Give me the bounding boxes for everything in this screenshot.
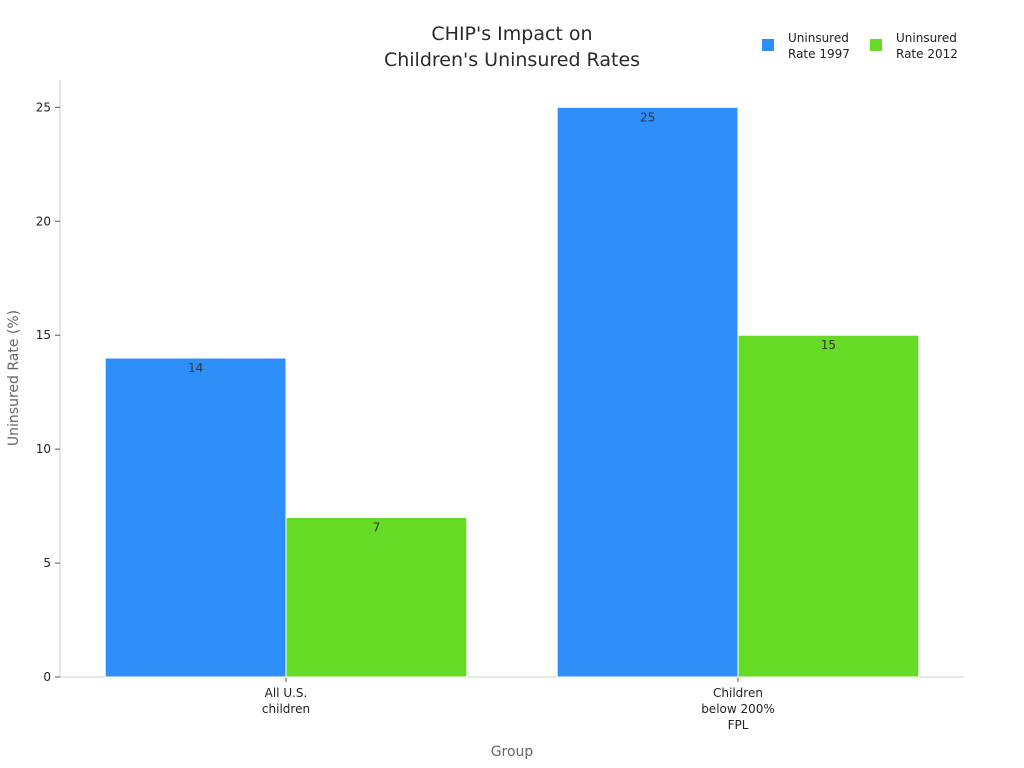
bar-1997-1 bbox=[556, 106, 739, 678]
chart-title-line-1: CHIP's Impact on bbox=[431, 23, 592, 45]
x-axis: All U.S. children Children below 200% FPL bbox=[60, 676, 964, 732]
legend-label-1997-line-1: Uninsured bbox=[788, 31, 849, 45]
legend-label-2012-line-2: Rate 2012 bbox=[896, 47, 958, 61]
y-axis: 0 5 10 15 20 25 bbox=[36, 80, 61, 684]
bar-value-label: 25 bbox=[640, 110, 655, 124]
legend-label-2012-line-1: Uninsured bbox=[896, 31, 957, 45]
legend: Uninsured Rate 1997 Uninsured Rate 2012 bbox=[762, 31, 958, 61]
y-axis-title: Uninsured Rate (%) bbox=[6, 310, 22, 446]
legend-swatch-1997 bbox=[762, 39, 774, 51]
y-tick-label: 0 bbox=[43, 670, 51, 684]
bar-1997-0 bbox=[104, 357, 287, 678]
bar-value-label: 14 bbox=[188, 361, 203, 375]
bar-2012-1 bbox=[737, 334, 920, 678]
x-tick-label: All U.S. children bbox=[262, 686, 310, 716]
y-tick-label: 15 bbox=[36, 328, 51, 342]
y-tick-label: 25 bbox=[36, 100, 51, 114]
x-tick-label: Children below 200% FPL bbox=[701, 686, 775, 732]
x-axis-title: Group bbox=[491, 744, 534, 760]
bar-value-label: 15 bbox=[821, 338, 836, 352]
bar-labels: 14 7 25 15 bbox=[188, 110, 836, 534]
bar-value-label: 7 bbox=[373, 520, 381, 534]
chart-title-line-2: Children's Uninsured Rates bbox=[384, 49, 640, 71]
y-tick-label: 10 bbox=[36, 442, 51, 456]
legend-swatch-2012 bbox=[870, 39, 882, 51]
legend-label-1997-line-2: Rate 1997 bbox=[788, 47, 850, 61]
y-tick-label: 5 bbox=[43, 556, 51, 570]
chart-title: CHIP's Impact on Children's Uninsured Ra… bbox=[384, 23, 640, 71]
bars bbox=[104, 106, 920, 678]
bar-2012-0 bbox=[285, 516, 468, 678]
y-tick-label: 20 bbox=[36, 214, 51, 228]
